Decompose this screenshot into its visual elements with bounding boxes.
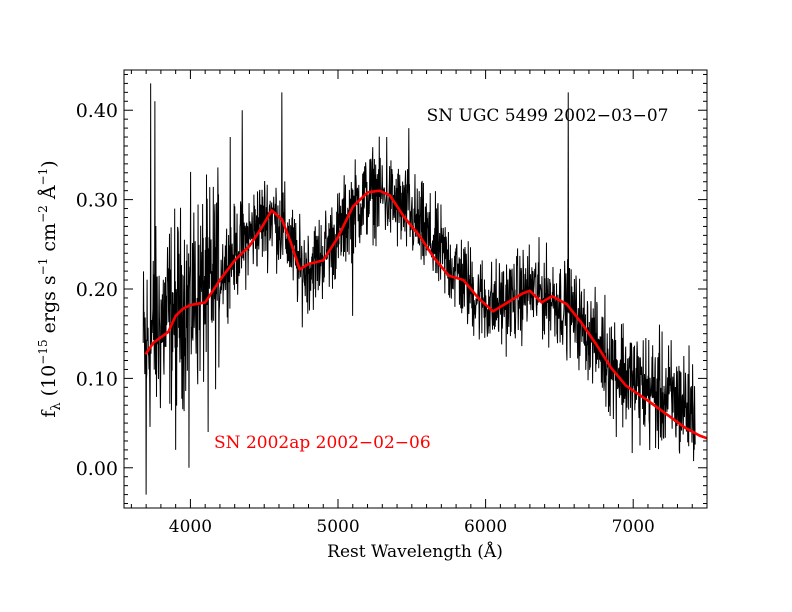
x-tick-label: 7000: [612, 517, 655, 537]
y-label-exp-4: −1: [36, 168, 50, 186]
series-layer: [142, 83, 707, 495]
y-label-exp-3: −2: [36, 205, 50, 223]
x-tick-label: 4000: [169, 517, 212, 537]
annotation-sn-ugc-5499: SN UGC 5499 2002−03−07: [427, 106, 669, 126]
y-label-close: ): [38, 160, 60, 167]
y-axis-label: fλ (10−15 ergs s−1 cm−2 Å−1): [36, 160, 64, 417]
series-line-2-sn-2002ap: [144, 189, 707, 440]
annotation-sn-2002ap: SN 2002ap 2002−02−06: [214, 433, 431, 453]
y-label-mid-2: cm: [38, 223, 60, 258]
x-tick-label: 5000: [316, 517, 359, 537]
y-label-exp-2: −1: [36, 258, 50, 276]
series-line-1-sn-ugc-5499: [142, 83, 696, 495]
y-label-exp-1: −15: [36, 339, 50, 364]
y-label-open: (10: [38, 365, 60, 403]
y-tick-label: 0.30: [76, 190, 118, 212]
x-axis-label: Rest Wavelength (Å): [327, 541, 503, 562]
y-tick-label: 0.40: [76, 100, 118, 122]
y-label-subscript: λ: [49, 402, 64, 410]
y-label-mid-3: Å: [38, 185, 60, 205]
y-tick-label: 0.00: [76, 458, 118, 480]
y-tick-label: 0.10: [76, 368, 118, 390]
x-tick-label: 6000: [464, 517, 507, 537]
y-tick-labels: 0.00 0.10 0.20 0.30 0.40: [76, 100, 118, 480]
y-tick-label: 0.20: [76, 279, 118, 301]
x-tick-labels: 4000 5000 6000 7000: [169, 517, 655, 537]
y-label-base: f: [38, 409, 60, 418]
y-label-mid-1: ergs s: [38, 275, 60, 339]
ticks-layer: [124, 70, 708, 508]
